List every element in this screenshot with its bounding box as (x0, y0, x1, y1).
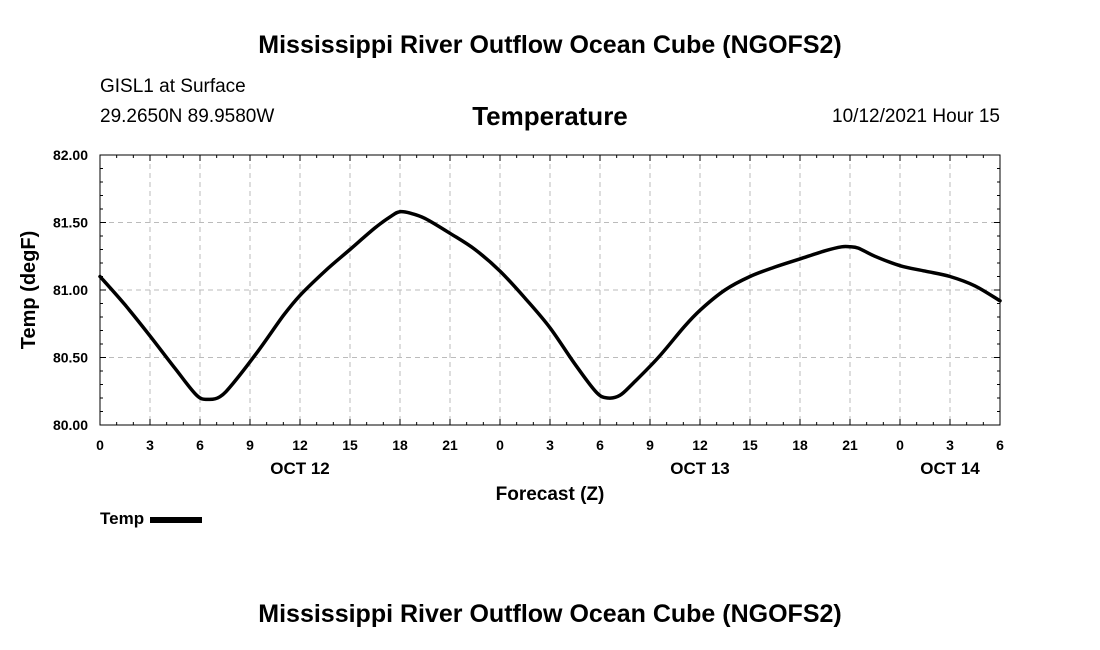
x-tick-label: 21 (842, 437, 858, 453)
date-label: OCT 14 (920, 459, 980, 478)
y-tick-label: 80.00 (53, 417, 88, 433)
station-label: GISL1 at Surface (100, 76, 246, 97)
x-tick-label: 12 (692, 437, 708, 453)
x-tick-label: 6 (196, 437, 204, 453)
x-tick-label: 3 (146, 437, 154, 453)
legend: Temp (100, 509, 203, 529)
date-label: OCT 13 (670, 459, 730, 478)
datetime-label: 10/12/2021 Hour 15 (832, 106, 1000, 127)
x-tick-label: 3 (546, 437, 554, 453)
y-tick-label: 82.00 (53, 147, 88, 163)
page-title: Mississippi River Outflow Ocean Cube (NG… (258, 31, 842, 59)
coordinates-label: 29.2650N 89.9580W (100, 106, 275, 127)
x-axis-label: Forecast (Z) (496, 484, 605, 505)
temperature-chart: 0 3 6 9 12 15 18 21 0 3 6 9 12 15 18 21 0 3 6 80.00 80.50 81.… (18, 147, 1004, 505)
footer-title: Mississippi River Outflow Ocean Cube (NG… (258, 600, 842, 628)
legend-label: Temp (100, 509, 145, 528)
legend-swatch (150, 516, 203, 523)
x-tick-label: 9 (646, 437, 654, 453)
y-tick-label: 80.50 (53, 350, 88, 366)
x-tick-label: 18 (392, 437, 408, 453)
x-tick-label: 18 (792, 437, 808, 453)
chart-title: Temperature (472, 101, 628, 131)
x-tick-label: 15 (742, 437, 758, 453)
series-line-temp (98, 209, 1002, 402)
x-tick-label: 6 (596, 437, 604, 453)
y-tick-label: 81.50 (53, 215, 88, 231)
x-tick-label: 3 (946, 437, 954, 453)
x-tick-label: 0 (896, 437, 904, 453)
x-tick-label: 0 (96, 437, 104, 453)
x-tick-label: 9 (246, 437, 254, 453)
y-tick-label: 81.00 (53, 282, 88, 298)
x-tick-label: 21 (442, 437, 458, 453)
x-tick-label: 0 (496, 437, 504, 453)
x-tick-label: 12 (292, 437, 308, 453)
y-axis-label: Temp (degF) (18, 231, 40, 350)
x-tick-label: 6 (996, 437, 1004, 453)
date-label: OCT 12 (270, 459, 330, 478)
x-tick-label: 15 (342, 437, 358, 453)
